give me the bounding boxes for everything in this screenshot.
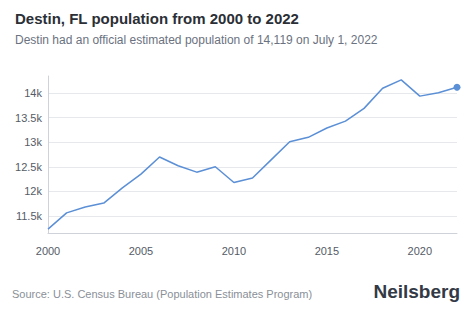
svg-text:2015: 2015 xyxy=(315,245,339,257)
svg-text:11.5k: 11.5k xyxy=(16,210,43,222)
svg-text:12k: 12k xyxy=(24,185,42,197)
svg-text:2005: 2005 xyxy=(129,245,153,257)
svg-text:2010: 2010 xyxy=(222,245,246,257)
svg-text:12.5k: 12.5k xyxy=(15,161,42,173)
svg-text:2020: 2020 xyxy=(408,245,432,257)
svg-text:2000: 2000 xyxy=(36,245,60,257)
svg-text:14k: 14k xyxy=(24,87,42,99)
svg-text:Source: U.S. Census Bureau (Po: Source: U.S. Census Bureau (Population E… xyxy=(12,288,312,300)
svg-text:Destin had an official estimat: Destin had an official estimated populat… xyxy=(15,33,378,47)
svg-text:13k: 13k xyxy=(24,136,42,148)
svg-text:Neilsberg: Neilsberg xyxy=(373,281,460,302)
svg-text:Destin, FL population from 200: Destin, FL population from 2000 to 2022 xyxy=(15,10,299,27)
svg-text:13.5k: 13.5k xyxy=(15,112,42,124)
